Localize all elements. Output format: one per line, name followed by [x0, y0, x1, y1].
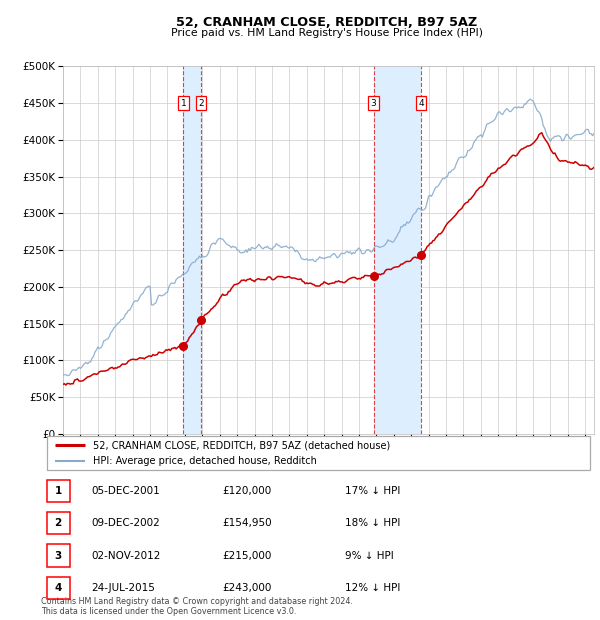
Text: HPI: Average price, detached house, Redditch: HPI: Average price, detached house, Redd…: [93, 456, 317, 466]
Text: 3: 3: [55, 551, 62, 560]
Text: 52, CRANHAM CLOSE, REDDITCH, B97 5AZ: 52, CRANHAM CLOSE, REDDITCH, B97 5AZ: [176, 16, 478, 29]
Text: 18% ↓ HPI: 18% ↓ HPI: [345, 518, 400, 528]
Text: 3: 3: [371, 99, 376, 108]
Text: 1: 1: [55, 486, 62, 496]
Text: 52, CRANHAM CLOSE, REDDITCH, B97 5AZ (detached house): 52, CRANHAM CLOSE, REDDITCH, B97 5AZ (de…: [93, 440, 390, 450]
Text: 4: 4: [55, 583, 62, 593]
Text: 17% ↓ HPI: 17% ↓ HPI: [345, 486, 400, 496]
Bar: [184, 66, 201, 434]
Text: £120,000: £120,000: [222, 486, 271, 496]
Text: 09-DEC-2002: 09-DEC-2002: [91, 518, 160, 528]
Text: 4: 4: [418, 99, 424, 108]
Text: £154,950: £154,950: [222, 518, 272, 528]
Text: 2: 2: [55, 518, 62, 528]
Text: 2: 2: [199, 99, 204, 108]
Text: 1: 1: [181, 99, 187, 108]
Text: 02-NOV-2012: 02-NOV-2012: [91, 551, 161, 560]
Text: £243,000: £243,000: [222, 583, 271, 593]
Text: 12% ↓ HPI: 12% ↓ HPI: [345, 583, 400, 593]
Text: Contains HM Land Registry data © Crown copyright and database right 2024.: Contains HM Land Registry data © Crown c…: [41, 597, 353, 606]
Text: 9% ↓ HPI: 9% ↓ HPI: [345, 551, 394, 560]
Text: 05-DEC-2001: 05-DEC-2001: [91, 486, 160, 496]
Text: 24-JUL-2015: 24-JUL-2015: [91, 583, 155, 593]
Text: £215,000: £215,000: [222, 551, 271, 560]
Text: Price paid vs. HM Land Registry's House Price Index (HPI): Price paid vs. HM Land Registry's House …: [171, 28, 483, 38]
Bar: [374, 66, 421, 434]
Text: This data is licensed under the Open Government Licence v3.0.: This data is licensed under the Open Gov…: [41, 607, 296, 616]
